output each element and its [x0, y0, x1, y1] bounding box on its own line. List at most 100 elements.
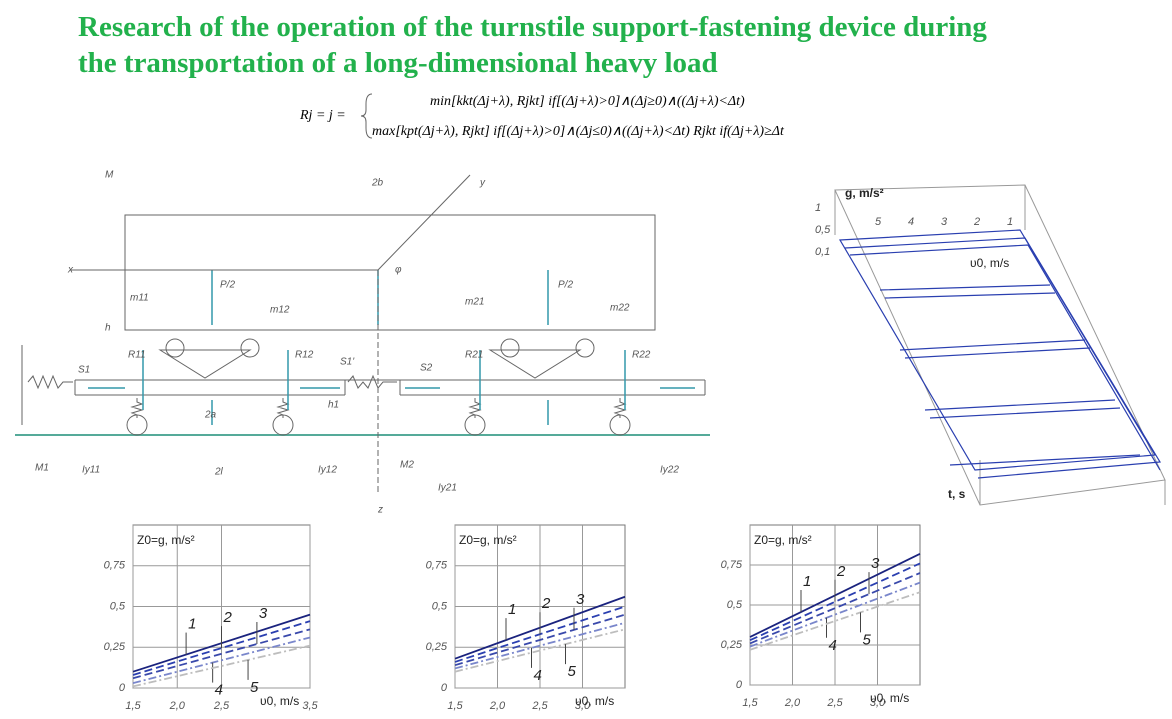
x-tick-label: 3,5 — [302, 700, 318, 712]
curve-label: 4 — [908, 216, 914, 228]
3d-chart — [834, 184, 1166, 506]
y-axis-label: Z0=g, m/s² — [137, 533, 195, 547]
diagram-label: Iy12 — [318, 465, 337, 476]
curve-label: 2 — [973, 216, 980, 228]
x-axis-label: υ0, m/s — [870, 691, 909, 705]
diagram-label: z — [377, 505, 383, 516]
mechanical-diagram — [15, 174, 710, 495]
series-name: 4 — [215, 682, 223, 699]
line-chart: 0 0,25 0,5 0,75 1,5 2,0 2,5 3,5 Z0=g, m/s² υ0, m/… — [104, 524, 319, 712]
x-axis-label: υ0, m/s — [260, 694, 299, 708]
series-name: 5 — [568, 663, 577, 680]
series-line — [132, 620, 311, 676]
series-name: 4 — [534, 667, 542, 684]
y-tick-label: 0,5 — [432, 600, 448, 612]
x-tick-label: 2,0 — [169, 700, 186, 712]
formula-lhs: Rj = j = — [299, 108, 346, 123]
formula-case: min[kkt(Δj+λ), Rjkt] if[(Δj+λ)>0]∧(Δj≥0)… — [430, 94, 745, 109]
x-tick-label: 3,0 — [870, 697, 886, 709]
diagram-label: M — [105, 170, 114, 181]
y-tick-label: 0,25 — [104, 641, 126, 653]
diagram-label: S1 — [78, 365, 90, 376]
y-axis-label: Z0=g, m/s² — [459, 533, 517, 547]
diagram-label: y — [479, 178, 486, 189]
diagram-label: R12 — [295, 350, 314, 361]
series-name: 3 — [259, 605, 268, 622]
diagram-label: m11 — [130, 293, 149, 304]
series-name: 2 — [223, 609, 233, 626]
series-name: 3 — [576, 591, 585, 608]
y-tick-label: 0 — [736, 679, 743, 691]
y-tick-label: 0 — [119, 682, 126, 694]
x-tick-label: 1,5 — [125, 700, 141, 712]
series-line — [749, 581, 921, 648]
y-tick-label: 0,5 — [727, 599, 743, 611]
series-name: 1 — [803, 573, 811, 590]
diagram-label: P/2 — [220, 280, 235, 291]
diagram-label: Iy11 — [82, 465, 100, 476]
series-line — [454, 613, 626, 667]
line-chart: 0 0,25 0,5 0,75 1,5 2,0 2,5 3,0 Z0=g, m/s² υ0, m/… — [426, 524, 626, 712]
diagram-label: S1' — [340, 357, 355, 368]
curve-label: 1 — [1007, 216, 1013, 228]
formula-case: max[kpt(Δj+λ), Rjkt] if[(Δj+λ)>0]∧(Δj≤0)… — [372, 124, 785, 139]
x-tick-label: 1,5 — [742, 697, 758, 709]
diagram-label: h — [105, 323, 111, 334]
diagram-label: 2l — [214, 467, 224, 478]
y-tick-label: 0,75 — [426, 560, 448, 572]
x-tick-label: 1,5 — [447, 700, 463, 712]
title-line: the transportation of a long-dimensional… — [78, 47, 718, 79]
series-name: 1 — [508, 601, 516, 618]
diagram-label: M1 — [35, 463, 49, 474]
diagram-label: h1 — [328, 400, 339, 411]
diagram-label: 2a — [204, 410, 217, 421]
series-line — [454, 628, 626, 673]
diagram-label: P/2 — [558, 280, 573, 291]
diagram-label: R21 — [465, 350, 483, 361]
y-tick-label: 0,75 — [721, 559, 743, 571]
series-name: 1 — [188, 616, 196, 633]
diagram-label: M2 — [400, 460, 414, 471]
tick-label: 1 — [815, 202, 821, 214]
diagram-label: R11 — [128, 350, 146, 361]
series-name: 2 — [836, 563, 846, 580]
series-name: 5 — [250, 679, 259, 696]
x-tick-label: 2,0 — [489, 700, 506, 712]
diagram-label: 2b — [371, 178, 384, 189]
y-tick-label: 0,25 — [721, 639, 743, 651]
y-tick-label: 0,25 — [426, 641, 448, 653]
diagram-label: φ — [395, 265, 402, 276]
y-tick-label: 0 — [441, 682, 448, 694]
x-tick-label: 3,0 — [575, 700, 591, 712]
curve-label: 3 — [941, 216, 948, 228]
title-line: Research of the operation of the turnsti… — [78, 11, 987, 43]
brace — [360, 93, 373, 139]
x-axis-label: υ0, m/s — [575, 694, 614, 708]
diagram-label: x — [67, 265, 74, 276]
diagram-label: m12 — [270, 305, 290, 316]
diagram-label: S2 — [420, 363, 433, 374]
diagram-label: Iy21 — [438, 483, 457, 494]
series-name: 3 — [871, 555, 880, 572]
y-axis-label: Z0=g, m/s² — [754, 533, 812, 547]
series-line — [132, 644, 311, 688]
x-tick-label: 2,0 — [784, 697, 801, 709]
axis-label: υ0, m/s — [970, 256, 1009, 270]
curve-label: 5 — [875, 216, 882, 228]
series-line — [132, 636, 311, 684]
tick-label: 0,1 — [815, 246, 830, 258]
axis-label: t, s — [948, 487, 966, 501]
y-tick-label: 0,75 — [104, 560, 126, 572]
series-line — [749, 591, 921, 651]
series-line — [454, 621, 626, 670]
y-tick-label: 0,5 — [110, 600, 126, 612]
diagram-label: m22 — [610, 303, 630, 314]
diagram-label: Iy22 — [660, 465, 679, 476]
series-line — [749, 572, 921, 645]
x-tick-label: 2,5 — [213, 700, 230, 712]
diagram-label: R22 — [632, 350, 651, 361]
series-line — [749, 562, 921, 642]
diagram-label: m21 — [465, 297, 484, 308]
